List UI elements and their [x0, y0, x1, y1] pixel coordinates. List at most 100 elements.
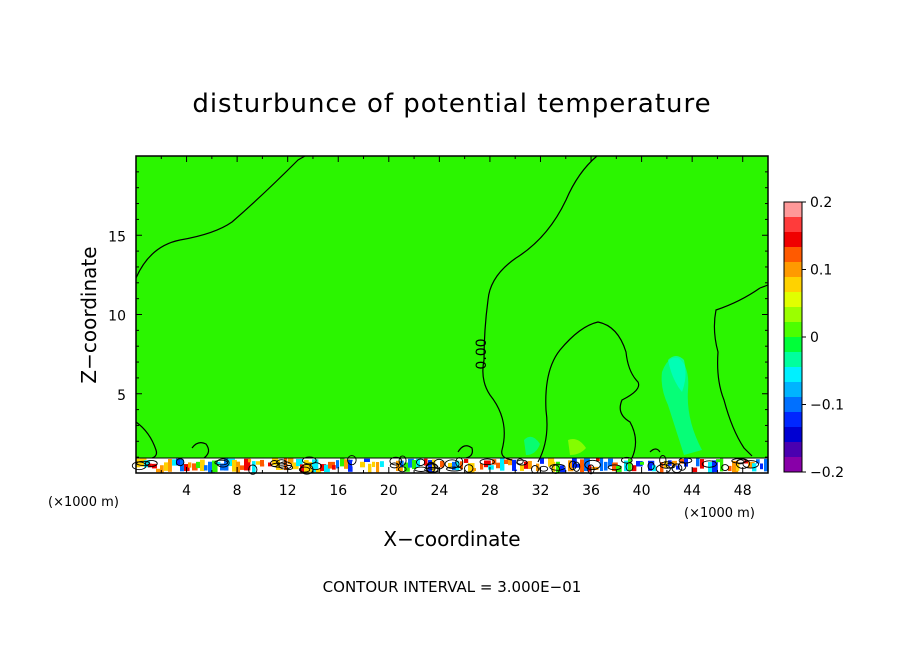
band-cell: [260, 459, 265, 467]
band-cell: [436, 460, 440, 467]
band-contour: [659, 455, 667, 466]
band-cell: [468, 463, 475, 473]
band-cell: [192, 463, 198, 471]
band-cell: [236, 461, 241, 473]
band-cell: [440, 460, 447, 468]
band-cell: [580, 459, 584, 473]
band-cell: [592, 466, 599, 470]
band-cell: [308, 461, 315, 472]
band-cell: [532, 459, 538, 469]
band-contour: [742, 460, 759, 469]
band-contour: [347, 455, 357, 466]
band-cell: [320, 464, 327, 471]
x-tick-label: 32: [532, 483, 550, 499]
band-cell: [608, 458, 613, 467]
band-contour: [302, 456, 317, 465]
band-cell: [480, 463, 484, 470]
band-cell: [212, 460, 218, 473]
band-cell: [200, 459, 205, 472]
band-cell: [672, 460, 677, 466]
band-cell: [416, 458, 421, 468]
band-cell: [272, 458, 279, 466]
band-cell: [408, 458, 414, 468]
colorbar-segment: [784, 322, 802, 338]
band-cell: [520, 465, 525, 471]
x-axis: 4 8 12 16 20 24 28 32 36 40 44 48: [160, 156, 752, 499]
band-contour: [415, 458, 426, 467]
colorbar-segment: [784, 337, 802, 353]
colorbar-segment: [784, 442, 802, 458]
band-cell: [292, 462, 299, 470]
band-cell: [588, 464, 592, 472]
band-cell: [748, 461, 755, 468]
band-cell: [356, 458, 360, 468]
surface-layer-band: [131, 455, 769, 475]
x-tick-label: 12: [279, 483, 297, 499]
band-cell: [396, 460, 403, 472]
band-cell: [600, 458, 604, 472]
band-cell: [540, 458, 545, 464]
band-cell: [564, 461, 571, 469]
band-cell: [552, 461, 556, 472]
band-cell: [560, 465, 566, 473]
band-contour: [584, 459, 601, 471]
band-cell: [316, 468, 322, 473]
band-contour: [397, 466, 407, 473]
band-cell: [548, 458, 555, 467]
band-cell: [456, 460, 460, 471]
band-cell: [652, 465, 659, 472]
band-contour: [701, 460, 717, 468]
band-cell: [332, 465, 336, 470]
band-cell: [228, 458, 235, 467]
band-cell: [144, 460, 151, 468]
negative-anomaly-patches: [524, 356, 702, 455]
band-contour: [539, 465, 549, 472]
band-cell: [268, 462, 272, 467]
band-cell: [404, 462, 410, 472]
band-cell: [476, 460, 483, 472]
band-cell: [508, 458, 513, 466]
colorbar-segment: [784, 217, 802, 233]
band-cell: [688, 458, 694, 472]
band-cell: [556, 461, 560, 473]
band-cell: [704, 459, 710, 471]
y-axis-label: Z−coordinate: [77, 246, 101, 383]
band-cell: [692, 467, 698, 473]
band-cell: [684, 458, 690, 467]
band-contour: [414, 466, 428, 472]
colorbar-segment: [784, 412, 802, 428]
band-cell: [760, 463, 764, 470]
band-cell: [632, 465, 637, 472]
band-cell: [216, 461, 221, 466]
band-cell: [696, 458, 700, 467]
band-cell: [584, 458, 590, 472]
band-cell: [544, 458, 549, 465]
x-unit-label-left: (×1000 m): [48, 495, 119, 510]
band-cell: [296, 458, 303, 467]
band-cell: [384, 459, 390, 468]
band-contour: [214, 459, 229, 466]
y-tick-label: 5: [117, 388, 126, 404]
band-cell: [168, 458, 172, 472]
band-contour: [516, 458, 524, 465]
x-tick-label: 24: [430, 483, 448, 499]
band-cell: [604, 461, 608, 471]
x-tick-label: 48: [734, 483, 752, 499]
x-tick-label: 4: [182, 483, 191, 499]
band-cell: [264, 459, 268, 465]
band-cell: [244, 458, 251, 471]
field-fill: [136, 156, 768, 473]
band-cell: [312, 459, 319, 473]
x-tick-label: 16: [329, 483, 347, 499]
band-cell: [764, 458, 769, 472]
y-tick-label: 15: [108, 229, 126, 245]
colorbar-segment: [784, 292, 802, 308]
x-tick-label: 40: [633, 483, 651, 499]
colorbar-tick-label: 0: [810, 330, 819, 346]
band-cell: [676, 465, 680, 470]
band-cell: [340, 458, 345, 467]
colorbar-segment: [784, 427, 802, 443]
colorbar-tick-label: 0.2: [810, 195, 832, 211]
band-contour: [721, 464, 730, 471]
